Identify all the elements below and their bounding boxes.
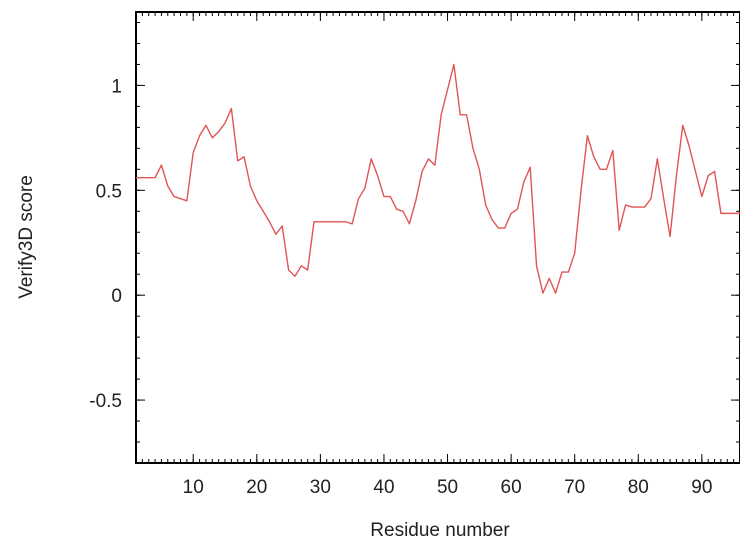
y-tick-label: 1 <box>111 76 122 97</box>
y-tick-label: 0.5 <box>96 181 122 202</box>
minor-ticks <box>135 12 740 464</box>
x-tick-labels: 10 20 30 40 50 60 70 80 90 <box>183 477 713 498</box>
x-tick-label: 70 <box>564 477 585 498</box>
verify3d-score-line <box>136 63 740 294</box>
y-tick-labels: -0.5 0 0.5 1 <box>89 76 122 412</box>
x-tick-label: 90 <box>691 477 712 498</box>
x-tick-label: 10 <box>183 477 204 498</box>
major-ticks <box>136 12 740 463</box>
y-tick-label: 0 <box>111 286 122 307</box>
x-tick-label: 80 <box>628 477 649 498</box>
plot-frame <box>135 11 740 464</box>
x-tick-label: 20 <box>246 477 267 498</box>
x-axis-title: Residue number <box>370 520 510 541</box>
x-tick-label: 40 <box>373 477 394 498</box>
y-axis-title: Verify3D score <box>16 175 37 299</box>
y-tick-label: -0.5 <box>89 391 122 412</box>
x-tick-label: 50 <box>437 477 458 498</box>
x-tick-label: 30 <box>310 477 331 498</box>
x-tick-label: 60 <box>501 477 522 498</box>
